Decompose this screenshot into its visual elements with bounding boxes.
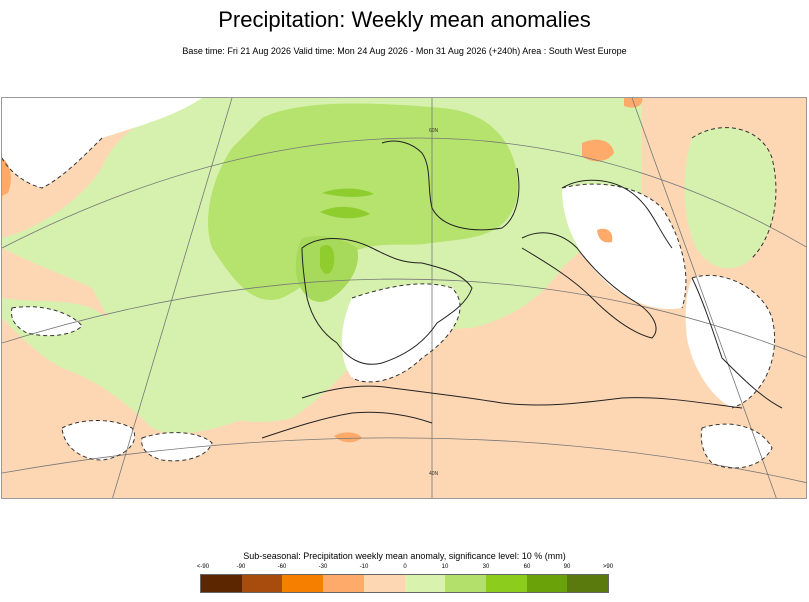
legend-tick: >90 bbox=[602, 564, 614, 570]
neutral-patch-italy bbox=[562, 184, 686, 309]
legend-swatch bbox=[485, 575, 527, 592]
legend-tick: 90 bbox=[563, 564, 571, 570]
coastlines bbox=[261, 140, 783, 439]
negative-patch-africa bbox=[334, 432, 362, 443]
legend-swatch bbox=[445, 575, 486, 592]
neutral-patch-nw bbox=[11, 306, 83, 336]
legend-swatch bbox=[363, 575, 405, 592]
negative-patch-north bbox=[624, 98, 643, 108]
legend-ticks: <-90 -90 -60 -30 -10 0 10 30 60 90 >90 bbox=[0, 563, 809, 573]
legend-swatch bbox=[567, 575, 609, 592]
graticule bbox=[2, 98, 806, 498]
negative-patch-alps bbox=[582, 139, 614, 162]
legend-swatch bbox=[323, 575, 364, 592]
legend-tick: -30 bbox=[318, 564, 328, 570]
legend-tick: 30 bbox=[482, 564, 490, 570]
grid-label-40n: 40N bbox=[429, 471, 439, 477]
chart-title: Precipitation: Weekly mean anomalies bbox=[218, 7, 591, 32]
legend-swatch bbox=[241, 575, 283, 592]
legend-tick: -10 bbox=[359, 564, 369, 570]
grid-label-60n: 60N bbox=[429, 128, 439, 134]
legend-title: Sub-seasonal: Precipitation weekly mean … bbox=[243, 551, 566, 561]
strong-positive-1 bbox=[322, 188, 374, 197]
strong-positive-2 bbox=[320, 206, 370, 219]
positive-anomaly-balkans bbox=[684, 127, 776, 269]
positive-anomaly-france bbox=[208, 103, 518, 300]
legend-tick: 0 bbox=[403, 564, 407, 570]
legend-color-bar bbox=[200, 574, 609, 593]
chart-subtitle: Base time: Fri 21 Aug 2026 Valid time: M… bbox=[182, 46, 627, 56]
neutral-patch-north bbox=[2, 98, 202, 188]
legend-tick: 10 bbox=[441, 564, 449, 570]
legend-tick: 60 bbox=[523, 564, 531, 570]
legend-swatch bbox=[201, 575, 242, 592]
negative-patch-balkans bbox=[597, 228, 613, 243]
legend-tick: -90 bbox=[236, 564, 246, 570]
legend-swatch bbox=[282, 575, 324, 592]
legend-tick: -60 bbox=[277, 564, 287, 570]
legend-tick: <-90 bbox=[196, 564, 210, 570]
anomaly-map: 60N 40N bbox=[1, 97, 807, 499]
legend-swatch bbox=[404, 575, 446, 592]
neutral-patch-south-west bbox=[62, 420, 135, 460]
neutral-patch-africa bbox=[141, 432, 212, 461]
neutral-patch-se bbox=[701, 424, 772, 468]
negative-patch-west bbox=[2, 158, 11, 196]
strong-positive-3 bbox=[320, 244, 335, 274]
neutral-patch-iberia-med bbox=[341, 283, 461, 382]
significance-contours bbox=[2, 127, 777, 469]
legend-swatch bbox=[526, 575, 568, 592]
